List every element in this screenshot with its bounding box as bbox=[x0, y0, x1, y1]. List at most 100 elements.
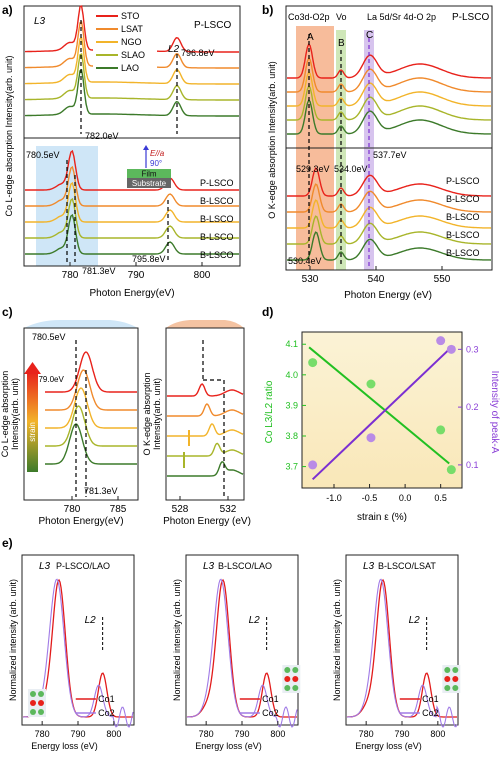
panel-c-left-wave bbox=[24, 320, 138, 328]
panel-c-a780: 780.5eV bbox=[32, 332, 66, 342]
panel-d-marks bbox=[308, 336, 456, 481]
panel-b-ylabel: O K-edge absorption Intensity(arb. unit) bbox=[267, 61, 277, 219]
panel-c-right-spectrum-lao bbox=[167, 461, 244, 477]
panel-a-bottom-spectra bbox=[25, 149, 239, 255]
panel-e-crystal-atom bbox=[284, 676, 291, 682]
panel-c-right-x-tick-label: 528 bbox=[172, 504, 189, 515]
panel-e-xlabel: Energy loss (eV) bbox=[195, 741, 262, 751]
panel-b-peak-b: B bbox=[338, 38, 345, 49]
panel-a-bottom-sample-labels: P-LSCO B-LSCO B-LSCO B-LSCO B-LSCO bbox=[200, 178, 234, 260]
panel-d-yleft-tick-label: 4.1 bbox=[285, 339, 298, 349]
panel-d-x-tick-label: 0.0 bbox=[399, 493, 412, 503]
panel-a-x-ticks: 780 790 800 bbox=[62, 262, 211, 281]
panel-e-crystal-atom bbox=[30, 709, 36, 715]
panel-a-bottom-sample-label: B-LSCO bbox=[200, 196, 234, 206]
panel-e-ylabel: Normalized intensity (arb. unit) bbox=[172, 579, 182, 701]
panel-a-bottom-l2-value: 795.8eV bbox=[132, 254, 166, 264]
panel-d-ratio-point bbox=[446, 465, 456, 475]
panel-c-a781: 781.3eV bbox=[84, 486, 118, 496]
panel-d-ratio-point bbox=[436, 425, 446, 435]
panel-d-yleft-tick-label: 3.9 bbox=[285, 400, 298, 410]
panel-c-right-frame bbox=[165, 327, 245, 501]
panel-c-right-spectrum-ngo bbox=[167, 423, 244, 437]
panel-a-bottom-spectrum-sto bbox=[25, 149, 239, 191]
panel-b-top-sample-label: P-LSCO bbox=[452, 12, 489, 23]
panel-e: e) L3 L2 P-LSCO/LAO Co1 Co2 780 790 800 Energy l… bbox=[2, 536, 461, 751]
panel-d-yright-tick-label: 0.1 bbox=[466, 460, 479, 470]
panel-b-co-band-label: Co3d-O2p bbox=[288, 12, 330, 22]
panel-c-left-spectrum-ngo bbox=[45, 387, 137, 429]
panel-a-x-tick-label: 800 bbox=[194, 270, 211, 281]
panel-c-left-xlabel: Photon Energy(eV) bbox=[38, 516, 123, 527]
panel-e-co2-spectrum bbox=[187, 578, 298, 728]
panel-a-legend-label: STO bbox=[121, 11, 139, 21]
panel-e-subplot: L3 L2 B-LSCO/LSAT Co1 Co2 780 790 800 Energy los… bbox=[332, 554, 461, 751]
panel-d: d) -1.0 -0.5 0.0 0.5 3.7 3.8 3.9 4.0 4.1 0.1 0.2 0.… bbox=[262, 305, 500, 523]
panel-b-v537: 537.7eV bbox=[373, 150, 407, 160]
panel-e-title: P-LSCO/LAO bbox=[56, 561, 110, 571]
panel-a-legend: STO LSAT NGO SLAO LAO bbox=[96, 11, 145, 73]
panel-c-a779: 779.0eV bbox=[34, 375, 64, 384]
panel-a-bottom-spectrum-lsat bbox=[25, 165, 239, 207]
panel-e-title: B-LSCO/LSAT bbox=[378, 561, 436, 571]
panel-b-bottom-sample-label: B-LSCO bbox=[446, 248, 480, 258]
panel-b-x-tick-label: 530 bbox=[302, 274, 319, 285]
panel-b-x-ticks: 530 540 550 bbox=[302, 266, 451, 285]
panel-a-legend-label: LAO bbox=[121, 63, 139, 73]
panel-e-title: B-LSCO/LAO bbox=[218, 561, 272, 571]
panel-c-left-spectra bbox=[45, 351, 137, 465]
panel-e-subplots: L3 L2 P-LSCO/LAO Co1 Co2 780 790 800 Energy loss… bbox=[8, 554, 461, 751]
panel-e-co2-spectrum bbox=[347, 578, 458, 728]
panel-a-bottom-l3-value: 781.3eV bbox=[82, 266, 116, 276]
panel-b-top-spectrum-lsat bbox=[287, 56, 491, 93]
panel-a-bottom-left-value: 780.5eV bbox=[26, 150, 60, 160]
panel-e-x-tick-label: 790 bbox=[394, 729, 409, 739]
panel-c-left-spectrum-lsat bbox=[45, 369, 137, 411]
panel-b-bottom-spectrum-slao bbox=[287, 215, 492, 245]
panel-a-e-arrowhead bbox=[143, 145, 149, 150]
panel-b-peak-a: A bbox=[307, 32, 314, 43]
panel-d-x-tick-label: -0.5 bbox=[362, 493, 378, 503]
panel-d-peak-a-point bbox=[308, 460, 318, 470]
panel-a-l2-value: 796.8eV bbox=[181, 48, 215, 58]
panel-a-film-label: Film bbox=[141, 170, 156, 179]
panel-b-letter: b) bbox=[262, 3, 273, 17]
panel-e-l2-label: L2 bbox=[85, 615, 97, 626]
panel-a-substrate bbox=[127, 178, 171, 188]
panel-e-subplot: L3 L2 B-LSCO/LAO Co1 Co2 780 790 800 Energy loss… bbox=[172, 554, 301, 751]
panel-a-film bbox=[127, 169, 171, 178]
panel-d-x-tick-label: 0.5 bbox=[434, 493, 447, 503]
panel-d-ratio-point bbox=[308, 358, 318, 368]
panel-c-strain-bar bbox=[27, 372, 38, 472]
panel-e-letter: e) bbox=[2, 536, 13, 550]
panel-a-substrate-label: Substrate bbox=[132, 179, 167, 188]
panel-e-xlabel: Energy loss (eV) bbox=[355, 741, 422, 751]
panel-e-crystal-atom bbox=[444, 667, 451, 673]
panel-c-left-x-tick-label: 785 bbox=[110, 504, 127, 515]
panel-a-geometry-inset: E//a 90° Film Substrate bbox=[127, 145, 171, 188]
panel-e-l2-label: L2 bbox=[409, 615, 421, 626]
panel-e-legend-co2-label: Co2 bbox=[98, 708, 115, 718]
panel-a-bottom-spectrum-ngo bbox=[25, 181, 239, 223]
panel-e-co1-spectrum bbox=[186, 578, 297, 718]
panel-e-crystal-atom bbox=[38, 709, 44, 715]
panel-d-yleft-tick-label: 3.7 bbox=[285, 462, 298, 472]
panel-a-top-sample-label: P-LSCO bbox=[194, 20, 231, 31]
panel-c-right-xlabel: Photon Energy (eV) bbox=[163, 516, 251, 527]
panel-c-left-x-ticks: 780 785 bbox=[64, 496, 127, 515]
panel-b-xlabel: Photon Energy (eV) bbox=[344, 290, 432, 301]
panel-e-legend-co2-label: Co2 bbox=[262, 708, 279, 718]
panel-d-axes: -1.0 -0.5 0.0 0.5 3.7 3.8 3.9 4.0 4.1 0.1 0.2 0.3 bbox=[285, 339, 478, 503]
panel-c-right-spectrum-lsat bbox=[167, 403, 244, 417]
panel-b-top-spectrum-sto bbox=[287, 42, 491, 79]
panel-b-x-tick-label: 540 bbox=[368, 274, 385, 285]
panel-a-bottom-sample-label: B-LSCO bbox=[200, 250, 234, 260]
panel-e-crystal-atom bbox=[292, 676, 299, 682]
panel-c-left-ylabel-2: Intensity(arb. unit) bbox=[10, 378, 20, 450]
panel-e-x-tick-label: 790 bbox=[234, 729, 249, 739]
panel-d-yright-tick-label: 0.2 bbox=[466, 402, 479, 412]
panel-c-left-frame bbox=[23, 327, 139, 501]
panel-c-left-spectrum-sto bbox=[45, 351, 137, 393]
panel-e-legend-co1-label: Co1 bbox=[422, 694, 439, 704]
